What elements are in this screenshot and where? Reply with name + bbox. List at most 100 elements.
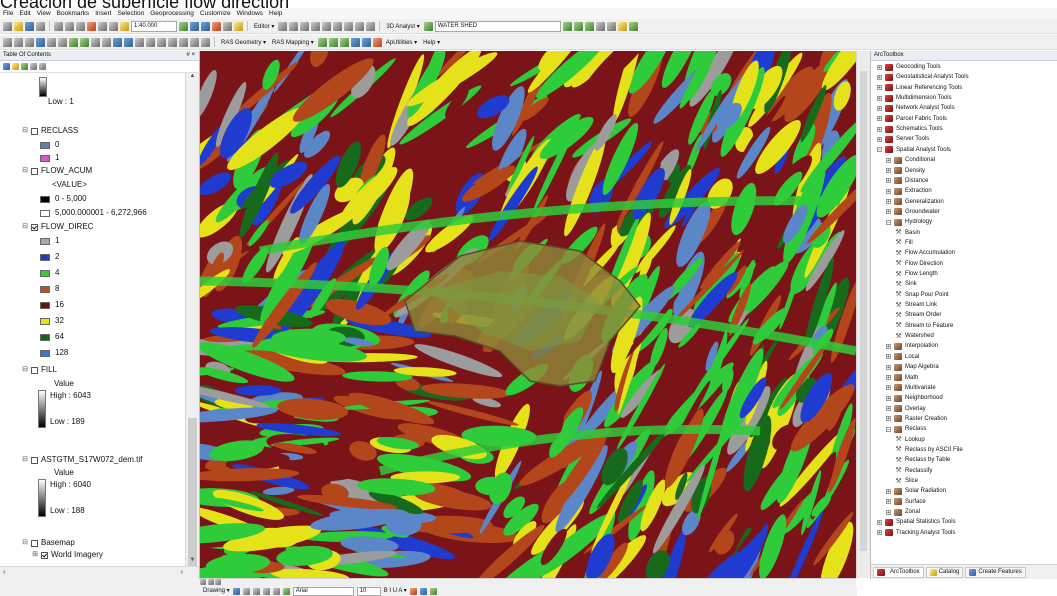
expand-icon[interactable]: + (886, 188, 891, 195)
scroll-right-icon[interactable]: › (180, 567, 183, 576)
menu-insert[interactable]: Insert (95, 10, 112, 17)
fixed-zoom-in-icon[interactable] (47, 37, 56, 47)
list-by-selection-icon[interactable] (30, 63, 37, 70)
toolbox-item-solar-radiation[interactable]: + Solar Radiation (886, 486, 946, 496)
sketch-tool-icon[interactable] (289, 21, 299, 31)
edit-tool-icon[interactable] (278, 21, 288, 31)
data-view-icon[interactable] (200, 579, 206, 585)
expand-icon[interactable]: + (877, 519, 882, 526)
select-elements-icon[interactable] (113, 37, 122, 47)
html-popup-icon[interactable] (146, 37, 155, 47)
expand-icon[interactable]: + (877, 136, 882, 143)
layer-world-imagery[interactable]: ⊞ World Imagery (32, 549, 103, 561)
expand-icon[interactable]: + (886, 375, 891, 381)
toolbox-item-geostatistical-analyst-tools[interactable]: + Geostatistical Analyst Tools (877, 72, 969, 82)
expand-icon[interactable]: + (886, 385, 891, 392)
select-elements-icon[interactable] (232, 588, 240, 595)
expand-icon[interactable]: + (886, 354, 891, 361)
marker-color-icon[interactable] (429, 588, 437, 595)
menu-edit[interactable]: Edit (19, 10, 31, 17)
editor-menu[interactable]: Editor ▾ (254, 23, 275, 30)
expand-icon[interactable]: + (886, 209, 891, 216)
expand-icon[interactable]: + (886, 406, 891, 413)
copy-icon[interactable] (65, 21, 74, 31)
toolbox-item-local[interactable]: + Local (886, 352, 919, 362)
select-features-icon[interactable] (91, 37, 100, 47)
arcscene-icon[interactable] (617, 21, 627, 31)
collapse-icon[interactable]: − (886, 219, 891, 226)
refresh-icon[interactable] (215, 579, 222, 585)
collapse-icon[interactable]: ⊟ (22, 223, 28, 230)
expand-icon[interactable]: + (886, 488, 891, 495)
menu-help[interactable]: Help (269, 10, 283, 17)
menu-view[interactable]: View (36, 10, 51, 17)
toolbox-item-flow-accumulation[interactable]: ⚒ Flow Accumulation (895, 248, 955, 258)
menu-customize[interactable]: Customize (199, 10, 231, 17)
expand-icon[interactable]: + (886, 168, 891, 174)
toolbox-item-math[interactable]: + Math (886, 373, 918, 383)
ras-mapping-menu[interactable]: RAS Mapping ▾ (272, 39, 314, 46)
text-style-buttons[interactable]: B I U A ▾ (383, 588, 407, 594)
scroll-thumb[interactable] (188, 418, 197, 573)
list-by-source-icon[interactable] (12, 63, 19, 70)
arctoolbox-icon[interactable] (212, 21, 221, 31)
hyperlink-icon[interactable] (135, 37, 144, 47)
expand-icon[interactable]: + (877, 74, 882, 81)
map-view[interactable] (200, 51, 856, 578)
steepest-path-icon[interactable] (573, 21, 583, 31)
layer-flow-acum[interactable]: ⊟ FLOW_ACUM (22, 165, 92, 177)
attributes-icon[interactable] (355, 21, 365, 31)
scroll-left-icon[interactable]: ‹ (3, 567, 6, 576)
toolbox-item-linear-referencing-tools[interactable]: + Linear Referencing Tools (877, 83, 962, 93)
tab-catalog[interactable]: Catalog (925, 566, 964, 578)
ras-tool-2-icon[interactable] (328, 37, 338, 47)
expand-icon[interactable]: + (886, 416, 891, 423)
collapse-icon[interactable]: − (886, 426, 891, 433)
3d-analyst-layer-combo[interactable]: WATER SHED (434, 20, 561, 32)
ras-tool-6-icon[interactable] (372, 37, 382, 47)
layer-flow-direc[interactable]: ⊟ FLOW_DIREC (22, 221, 93, 233)
toolbox-item-lookup[interactable]: ⚒ Lookup (895, 435, 924, 445)
open-icon[interactable] (14, 21, 23, 31)
scroll-up-icon[interactable]: ▲ (189, 73, 196, 79)
line-color-icon[interactable] (419, 588, 427, 595)
toolbox-item-reclass[interactable]: − Reclass (886, 424, 926, 434)
redo-icon[interactable] (109, 21, 118, 31)
layer-reclass[interactable]: ⊟ RECLASS (22, 125, 78, 137)
ras-tool-1-icon[interactable] (317, 37, 327, 47)
catalog-icon[interactable] (201, 21, 210, 31)
font-combo[interactable]: Arial (292, 587, 354, 596)
menu-file[interactable]: File (3, 10, 14, 17)
collapse-icon[interactable]: − (877, 147, 882, 154)
toolbox-item-reclassify[interactable]: ⚒ Reclassify (895, 466, 932, 476)
map-vertical-scrollbar[interactable] (856, 51, 870, 578)
toc-horizontal-scrollbar[interactable]: ‹ › (0, 566, 199, 579)
measure-icon[interactable] (157, 37, 166, 47)
collapse-icon[interactable]: ⊟ (22, 366, 28, 373)
list-by-visibility-icon[interactable] (21, 63, 28, 70)
profile-graph-icon[interactable] (606, 21, 616, 31)
find-route-icon[interactable] (179, 37, 188, 47)
toolbox-item-density[interactable]: + Density (886, 166, 925, 176)
toolbox-item-multivariate[interactable]: + Multivariate (886, 383, 936, 393)
toolbox-item-stream-link[interactable]: ⚒ Stream Link (895, 300, 937, 310)
rectangle-icon[interactable] (262, 588, 270, 595)
go-to-xy-icon[interactable] (190, 37, 199, 47)
fixed-zoom-out-icon[interactable] (58, 37, 67, 47)
toolbox-item-parcel-fabric-tools[interactable]: + Parcel Fabric Tools (877, 114, 947, 124)
split-icon[interactable] (333, 21, 343, 31)
collapse-icon[interactable]: ⊟ (22, 167, 28, 174)
expand-icon[interactable]: + (886, 343, 891, 350)
find-icon[interactable] (168, 37, 177, 47)
toolbox-item-overlay[interactable]: + Overlay (886, 404, 926, 414)
toolbox-item-multidimension-tools[interactable]: + Multidimension Tools (877, 93, 952, 103)
toc-vertical-scrollbar[interactable]: ▲ ▼ (185, 73, 199, 573)
new-document-icon[interactable] (3, 21, 12, 31)
tab-arctoolbox[interactable]: ArcToolbox (873, 566, 924, 578)
text-icon[interactable] (272, 588, 280, 595)
print-icon[interactable] (36, 21, 45, 31)
toolbox-item-geocoding-tools[interactable]: + Geocoding Tools (877, 62, 941, 72)
expand-icon[interactable]: + (886, 364, 891, 371)
rotate-icon[interactable] (344, 21, 354, 31)
tab-create-features[interactable]: Create Features (965, 566, 1026, 578)
